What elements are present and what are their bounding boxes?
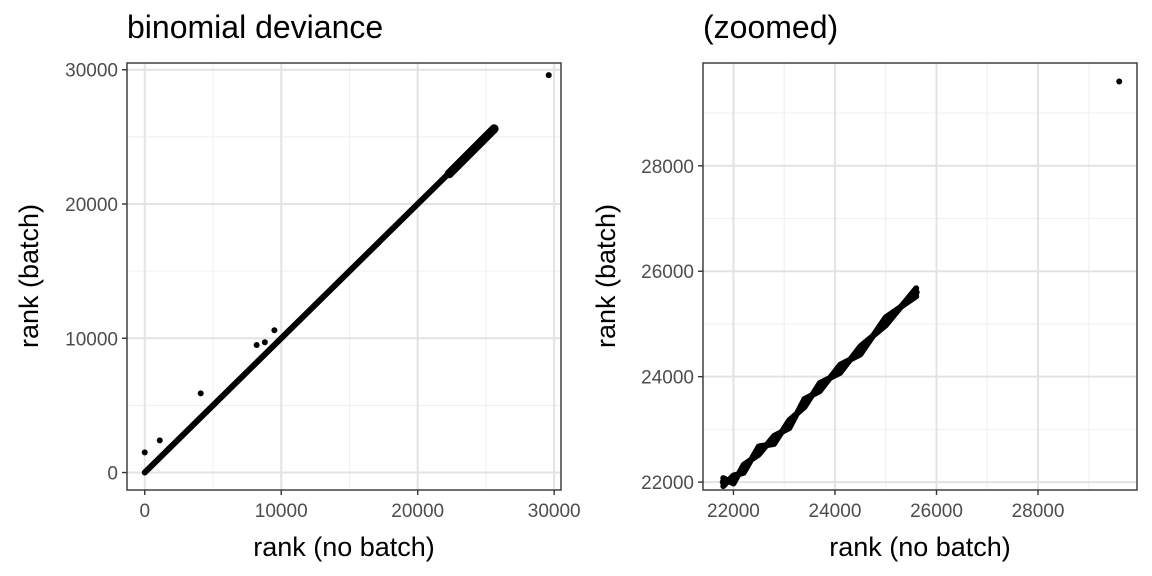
x-tick-label: 26000: [910, 501, 963, 522]
curve-point: [836, 365, 844, 373]
curve-point: [719, 478, 727, 486]
plot-frame: [126, 62, 562, 491]
chart-title: (zoomed): [703, 9, 838, 45]
curve-point: [740, 465, 748, 473]
curve-point: [785, 420, 793, 428]
y-tick-label: 26000: [641, 262, 694, 283]
point-band: [141, 125, 498, 476]
curve-point: [801, 399, 809, 407]
data-points: [719, 78, 1123, 490]
grid: [127, 63, 561, 490]
curve-point: [755, 446, 763, 454]
y-axis-title: rank (batch): [591, 204, 621, 348]
data-point: [261, 339, 268, 346]
grid: [703, 63, 1137, 490]
x-tick-label: 28000: [1012, 501, 1065, 522]
y-tick-label: 24000: [641, 368, 694, 389]
y-axis-title: rank (batch): [14, 204, 44, 348]
curve-point: [912, 288, 920, 296]
x-tick-label: 20000: [391, 501, 444, 522]
y-tick-label: 20000: [65, 195, 118, 216]
point-band-end: [444, 124, 499, 179]
curve-point: [729, 475, 737, 483]
y-tick-label: 30000: [65, 61, 118, 82]
data-point: [545, 72, 552, 79]
y-tick-label: 28000: [641, 157, 694, 178]
chart-panel-zoomed: (zoomed) 22000 24000 26000 2800022000240002…: [591, 9, 1138, 562]
y-tick-label: 10000: [65, 329, 118, 350]
y-tick-label: 0: [107, 464, 118, 485]
x-axis-title: rank (no batch): [253, 532, 435, 562]
chart-title: binomial deviance: [127, 9, 383, 45]
plot-frame: [702, 62, 1138, 491]
curve-point: [882, 317, 890, 325]
data-points: [141, 72, 552, 476]
curve-point: [856, 346, 864, 354]
x-tick-label: 24000: [809, 501, 862, 522]
data-point: [271, 327, 278, 334]
axis-ticks: 0 10000 20000 30000 0 10000 20000 30000: [65, 61, 580, 522]
x-tick-label: 22000: [707, 501, 760, 522]
curve-point: [816, 383, 824, 391]
data-point: [141, 449, 148, 456]
x-axis-title: rank (no batch): [829, 532, 1011, 562]
data-point: [197, 390, 204, 397]
axis-ticks: 22000 24000 26000 28000 22000 24000 26000 28000: [641, 157, 1064, 522]
x-tick-label: 30000: [528, 501, 581, 522]
chart-panel-binomial-deviance: binomial deviance 0 10000 20000 30000 0 10000…: [14, 9, 581, 562]
data-point: [156, 437, 163, 444]
x-tick-label: 0: [139, 501, 150, 522]
data-point: [1116, 78, 1123, 85]
x-tick-label: 10000: [255, 501, 308, 522]
data-point: [253, 341, 260, 348]
y-tick-label: 22000: [641, 473, 694, 494]
curve-point: [770, 436, 778, 444]
